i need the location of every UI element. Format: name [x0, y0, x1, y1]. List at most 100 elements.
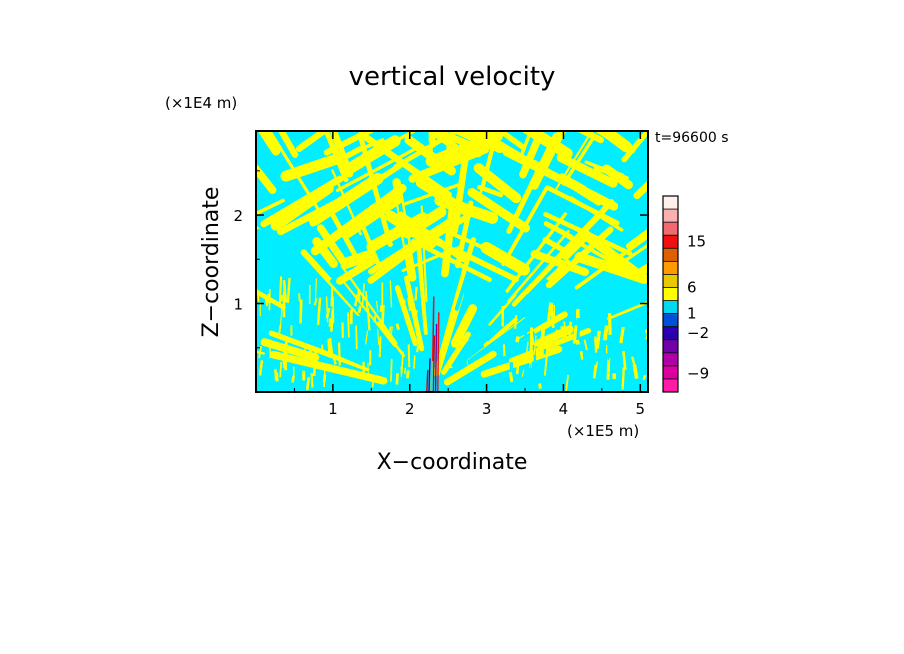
field-speckle: [357, 305, 362, 314]
field-streak: [410, 238, 492, 283]
field-streak: [107, 277, 137, 288]
y-axis-ticks: 12: [233, 170, 648, 349]
colorbar-band: [663, 261, 678, 275]
field-speckle: [312, 348, 318, 377]
field-speckle: [371, 378, 375, 388]
y-unit-label: (×1E4 m): [165, 94, 237, 112]
y-tick-label: 2: [233, 207, 243, 225]
field-speckle: [266, 293, 270, 304]
field-streak: [346, 346, 381, 367]
field-streak: [75, 300, 110, 309]
field-speckle: [607, 312, 612, 335]
updraft-filament: [426, 369, 429, 392]
colorbar-label: 6: [687, 278, 697, 296]
field-streak: [329, 279, 399, 356]
field-streak: [404, 275, 425, 352]
field-speckle: [632, 364, 639, 379]
field-streak: [511, 261, 555, 307]
updraft-filament: [434, 323, 438, 392]
field-speckle: [316, 297, 322, 326]
field-streak: [443, 350, 497, 386]
updraft-filament: [428, 358, 431, 392]
field-streak: [574, 15, 623, 111]
field-streak: [269, 350, 388, 385]
field-speckle: [280, 295, 284, 302]
field-speckle: [592, 364, 598, 379]
field-streaks: [75, 0, 828, 392]
field-streak: [559, 41, 599, 124]
field-streak: [601, 39, 643, 109]
colorbar-band: [663, 300, 678, 314]
field-speckle: [522, 325, 528, 338]
colorbar-band: [663, 209, 678, 223]
field-streak: [415, 230, 428, 335]
field-streak: [562, 134, 597, 186]
field-streak: [441, 331, 471, 375]
field-streak: [260, 338, 320, 362]
field-streak: [696, 309, 761, 325]
field-streak: [150, 163, 190, 196]
field-streak: [435, 0, 436, 56]
x-tick-label: 1: [328, 400, 338, 418]
field-speckle: [305, 377, 310, 391]
field-streak: [556, 153, 618, 188]
field-speckle: [325, 296, 329, 323]
field-streak: [448, 237, 477, 322]
field-speckle: [298, 293, 301, 302]
field-speckle: [414, 286, 418, 301]
field-speckle: [390, 326, 393, 337]
field-speckle: [367, 362, 369, 380]
field-speckle: [361, 283, 365, 308]
field-streak: [86, 274, 123, 287]
field-speckle: [606, 357, 611, 380]
field-streak: [256, 198, 285, 215]
field-speckle: [521, 369, 525, 377]
field-streak: [480, 345, 563, 378]
field-streak: [316, 224, 350, 269]
field-streak: [732, 292, 828, 316]
field-streak: [256, 214, 299, 259]
field-streak: [472, 290, 507, 336]
field-speckle: [278, 276, 283, 303]
field-speckle: [546, 302, 553, 322]
field-streak: [342, 250, 375, 269]
field-streak: [450, 304, 478, 348]
time-label: t=96600 s: [655, 130, 729, 146]
field-streak: [323, 131, 377, 156]
field-speckle: [594, 336, 598, 353]
field-streak: [284, 0, 320, 94]
field-streak: [448, 131, 506, 154]
colorbar-band: [663, 365, 678, 379]
y-axis-label: Z−coordinate: [199, 187, 224, 338]
x-axis-ticks: 1 2 3 4 5: [293, 131, 645, 418]
field-speckle: [628, 359, 632, 382]
field-streak: [452, 232, 495, 254]
field-speckle: [405, 370, 410, 379]
field-speckle: [407, 297, 410, 308]
field-streak: [703, 196, 783, 240]
field-streak: [247, 88, 270, 126]
updraft-filament: [430, 346, 433, 392]
field-streak: [519, 136, 542, 179]
field-speckle: [630, 356, 636, 366]
field-streak: [343, 135, 401, 175]
field-streak: [492, 88, 501, 127]
field-speckle: [595, 330, 601, 349]
field-streak: [256, 271, 332, 327]
field-streak: [595, 131, 632, 153]
field-streak: [633, 180, 648, 200]
colorbar-band: [663, 222, 678, 236]
field-speckle: [581, 362, 585, 369]
field-streak: [485, 316, 513, 342]
field-speckle: [330, 286, 334, 307]
x-tick-label: 2: [405, 400, 415, 418]
field-streak: [270, 182, 334, 231]
field-speckle: [355, 325, 358, 350]
colorbar-band: [663, 274, 678, 288]
field-streak: [368, 219, 451, 275]
field-speckle: [284, 338, 288, 364]
field-streak: [565, 234, 642, 280]
field-streak: [483, 317, 518, 348]
updraft-filament: [432, 296, 435, 362]
field-speckle: [327, 339, 331, 358]
